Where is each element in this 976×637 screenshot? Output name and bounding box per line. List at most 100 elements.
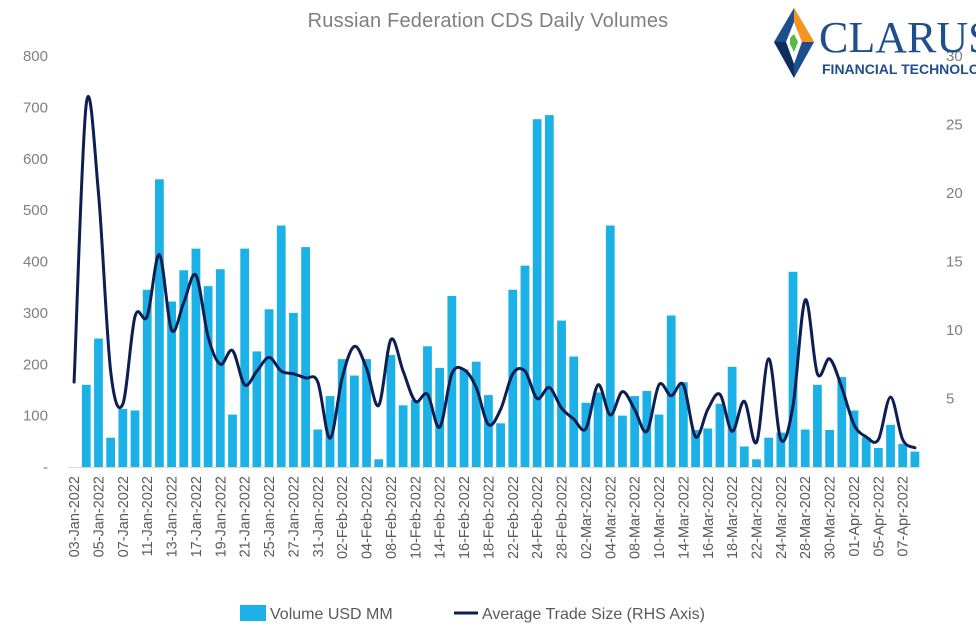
volume-bar bbox=[398, 405, 408, 467]
volume-bar bbox=[484, 395, 493, 467]
x-tick-label: 13-Jan-2022 bbox=[165, 476, 181, 557]
x-tick-label: 07-Apr-2022 bbox=[896, 476, 912, 557]
legend: Volume USD MM Average Trade Size (RHS Ax… bbox=[240, 605, 705, 623]
volume-bar bbox=[301, 247, 310, 467]
volume-bar bbox=[118, 408, 128, 467]
volume-bar bbox=[374, 459, 384, 467]
volume-bar bbox=[252, 351, 262, 467]
volume-bar bbox=[630, 396, 640, 467]
volume-bar bbox=[691, 430, 700, 467]
x-tick-label: 17-Jan-2022 bbox=[189, 476, 205, 557]
volume-bar bbox=[813, 384, 822, 467]
x-tick-label: 21-Jan-2022 bbox=[238, 476, 254, 557]
volume-bar bbox=[435, 367, 445, 467]
right-tick-label: 25 bbox=[946, 117, 963, 134]
volume-bar bbox=[496, 423, 505, 467]
volume-bar bbox=[532, 119, 542, 467]
volume-bar bbox=[910, 451, 920, 467]
logo-name: CLARUS bbox=[819, 13, 976, 62]
right-tick-label: 5 bbox=[946, 391, 954, 408]
clarus-logo: CLARUS FINANCIAL TECHNOLOGY bbox=[774, 8, 976, 78]
right-tick-label: 15 bbox=[946, 254, 963, 271]
volume-bar bbox=[557, 320, 566, 467]
volume-bar bbox=[800, 429, 810, 467]
left-tick-label: 500 bbox=[23, 202, 48, 219]
x-tick-label: 04-Feb-2022 bbox=[360, 476, 376, 559]
x-tick-label: 14-Mar-2022 bbox=[676, 476, 692, 559]
x-tick-label: 01-Apr-2022 bbox=[847, 476, 863, 557]
volume-bar bbox=[861, 437, 871, 467]
volume-bar bbox=[276, 225, 286, 467]
volume-bar bbox=[618, 415, 627, 468]
volume-bar bbox=[289, 312, 298, 468]
volume-bar bbox=[898, 443, 908, 467]
volume-bar bbox=[764, 437, 774, 467]
chart-title: Russian Federation CDS Daily Volumes bbox=[307, 10, 669, 32]
right-tick-label: 10 bbox=[946, 322, 963, 339]
volume-bar bbox=[155, 179, 164, 468]
volume-bar bbox=[886, 424, 895, 467]
volume-bars bbox=[81, 115, 920, 468]
volume-bar bbox=[142, 289, 152, 467]
x-tick-label: 05-Jan-2022 bbox=[91, 476, 107, 557]
left-tick-label: 400 bbox=[23, 254, 48, 271]
volume-bar bbox=[508, 289, 518, 467]
legend-bar-swatch bbox=[240, 605, 266, 621]
logo-tagline: FINANCIAL TECHNOLOGY bbox=[822, 61, 976, 77]
volume-bar bbox=[325, 396, 335, 467]
volume-bar bbox=[788, 271, 798, 467]
left-tick-label: 700 bbox=[23, 99, 48, 116]
volume-bar bbox=[593, 392, 603, 467]
volume-bar bbox=[447, 295, 457, 467]
x-tick-label: 22-Mar-2022 bbox=[749, 476, 765, 559]
volume-bar bbox=[106, 437, 116, 467]
volume-bar bbox=[727, 366, 737, 467]
x-tick-label: 31-Jan-2022 bbox=[311, 476, 327, 557]
x-tick-label: 18-Mar-2022 bbox=[725, 476, 741, 559]
x-tick-label: 25-Jan-2022 bbox=[262, 476, 278, 557]
right-tick-label: 30 bbox=[946, 48, 963, 65]
x-tick-label: 22-Feb-2022 bbox=[506, 476, 522, 559]
x-tick-label: 30-Mar-2022 bbox=[823, 476, 839, 559]
x-tick-label: 04-Mar-2022 bbox=[603, 476, 619, 559]
volume-bar bbox=[471, 361, 481, 467]
volume-bar bbox=[423, 346, 432, 467]
left-tick-label: 600 bbox=[23, 151, 48, 168]
volume-bar bbox=[520, 265, 530, 467]
volume-bar bbox=[849, 410, 859, 467]
volume-bar bbox=[215, 269, 225, 467]
volume-bar bbox=[837, 377, 847, 467]
volume-bar bbox=[240, 248, 250, 467]
right-axis-ticks: 30 25 20 15 10 5 bbox=[946, 48, 963, 408]
left-tick-label: 100 bbox=[23, 408, 48, 425]
volume-bar bbox=[654, 414, 664, 467]
volume-bar bbox=[666, 315, 676, 467]
x-tick-label: 28-Feb-2022 bbox=[555, 476, 571, 559]
volume-bar bbox=[873, 447, 883, 467]
volume-bar bbox=[264, 309, 274, 467]
x-axis-ticks: 03-Jan-2022 05-Jan-2022 07-Jan-2022 11-Jan-… bbox=[67, 476, 912, 559]
left-tick-label: 300 bbox=[23, 305, 48, 322]
x-tick-label: 14-Feb-2022 bbox=[433, 476, 449, 559]
x-tick-label: 16-Mar-2022 bbox=[701, 476, 717, 559]
volume-bar bbox=[739, 446, 749, 467]
x-tick-label: 02-Mar-2022 bbox=[579, 476, 595, 559]
x-tick-label: 24-Mar-2022 bbox=[774, 476, 790, 559]
x-tick-label: 08-Feb-2022 bbox=[384, 476, 400, 559]
volume-bar bbox=[678, 382, 688, 467]
clarus-diamond-icon bbox=[774, 8, 814, 78]
left-tick-label: 800 bbox=[23, 48, 48, 65]
left-tick-label: - bbox=[43, 459, 48, 476]
x-tick-label: 28-Mar-2022 bbox=[798, 476, 814, 559]
volume-bar bbox=[313, 429, 323, 467]
volume-bar bbox=[715, 403, 725, 467]
x-tick-label: 11-Jan-2022 bbox=[140, 476, 156, 556]
volume-bar bbox=[386, 355, 396, 467]
left-axis-ticks: 800 700 600 500 400 300 200 100 - bbox=[23, 48, 48, 476]
volume-bar bbox=[337, 359, 347, 467]
x-tick-label: 08-Mar-2022 bbox=[628, 476, 644, 559]
volume-bar bbox=[179, 270, 189, 467]
right-tick-label: 20 bbox=[946, 185, 963, 202]
volume-bar bbox=[569, 356, 579, 467]
